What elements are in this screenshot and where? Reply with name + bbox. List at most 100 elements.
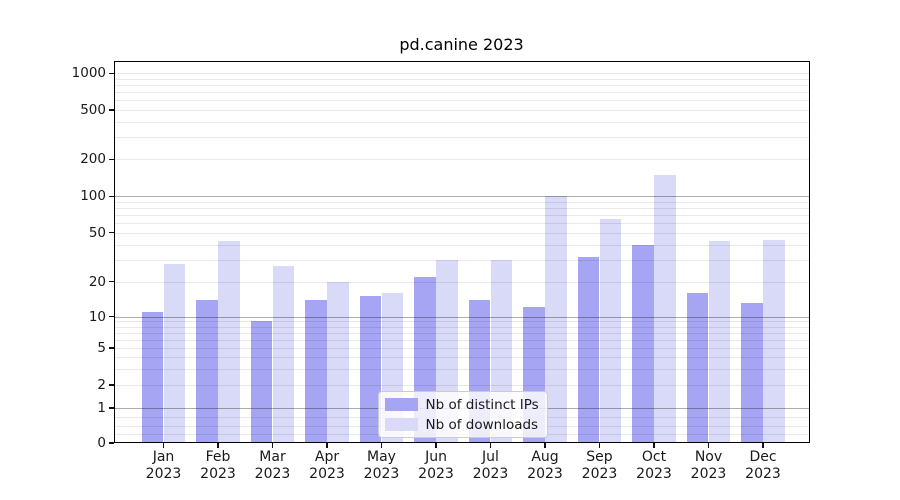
bar-distinct-ips-dec [741,303,763,443]
bar-downloads-mar [272,265,295,443]
gridline-minor [113,78,810,80]
bar-distinct-ips-mar [250,321,273,443]
x-label-year: 2023 [636,465,672,482]
x-label-year: 2023 [581,465,618,482]
x-label-year: 2023 [254,465,291,482]
gridline-minor [113,357,810,358]
gridline-minor [113,92,810,94]
gridline-minor [113,348,810,349]
x-tick-label-sep: Sep 2023 [565,449,635,482]
bar-distinct-ips-sep [577,256,600,443]
plot-area: Nb of distinct IPs Nb of downloads [113,61,810,443]
y-tick-mark [108,281,114,283]
bar-downloads-dec [763,239,785,443]
gridline-minor [113,137,810,139]
x-label-year: 2023 [690,465,727,482]
x-tick-label-jun: Jun 2023 [401,449,471,482]
x-label-month: Jan [152,449,175,465]
x-label-month: Sep [586,449,613,465]
gridline-minor [113,244,810,246]
x-tick-mark [162,443,165,448]
y-tick-mark [108,232,114,234]
gridline-minor [113,159,810,161]
bar-distinct-ips-jan [141,311,164,443]
x-label-month: Jun [425,449,447,465]
x-label-month: Jul [482,449,499,465]
x-label-month: Dec [749,449,777,465]
legend-label-distinct-ips: Nb of distinct IPs [425,396,539,413]
bar-distinct-ips-nov [686,292,709,443]
x-label-month: Aug [531,449,559,465]
x-tick-label-jan: Jan 2023 [129,449,199,482]
bar-downloads-jan [163,263,186,443]
y-tick-mark [108,347,114,349]
legend-swatch-downloads [384,418,418,431]
bar-downloads-feb [218,240,240,443]
x-tick-mark [653,443,655,448]
x-label-month: May [367,449,396,465]
x-label-year: 2023 [527,465,563,482]
y-tick-mark [108,384,114,386]
y-tick-mark [108,442,114,444]
x-label-year: 2023 [472,465,509,482]
y-tick-label-0: 0 [97,435,106,451]
y-tick-mark [108,195,114,197]
x-label-year: 2023 [309,465,345,482]
bar-distinct-ips-feb [196,299,218,443]
bar-downloads-apr [327,281,349,443]
bar-distinct-ips-apr [305,299,327,443]
x-tick-mark [544,443,546,448]
x-tick-label-apr: Apr 2023 [292,449,362,482]
gridline-minor [113,215,810,217]
x-tick-label-oct: Oct 2023 [619,449,689,482]
x-tick-label-aug: Aug 2023 [510,449,580,482]
x-tick-label-nov: Nov 2023 [674,449,744,482]
gridline-minor [113,260,810,262]
x-tick-mark [326,443,328,448]
y-tick-label-2: 2 [97,377,106,393]
x-label-year: 2023 [363,465,400,482]
legend: Nb of distinct IPs Nb of downloads [377,391,548,438]
gridline-minor [113,332,810,334]
x-tick-mark [435,443,437,448]
gridline-minor [113,368,810,370]
bar-downloads-sep [599,218,622,443]
y-tick-label-10: 10 [88,308,106,325]
x-tick-label-mar: Mar 2023 [238,449,308,482]
y-tick-label-20: 20 [88,273,106,290]
legend-label-downloads: Nb of downloads [425,416,539,433]
legend-item-distinct-ips: Nb of distinct IPs [384,396,541,413]
gridline-minor [113,208,810,210]
x-label-year: 2023 [418,465,454,482]
y-tick-label-200: 200 [80,151,106,168]
bar-distinct-ips-oct [632,244,654,443]
bar-downloads-nov [708,240,731,443]
gridline-minor [113,326,810,328]
grid-layer [113,61,810,443]
gridline-major [113,316,810,318]
y-tick-mark [108,109,114,111]
x-tick-mark [217,443,219,448]
legend-item-downloads: Nb of downloads [384,416,541,433]
gridline-minor [113,232,810,234]
x-label-year: 2023 [745,465,781,482]
gridline-minor [113,85,810,87]
y-tick-mark [108,315,114,318]
y-tick-label-1000: 1000 [71,65,106,82]
gridline-minor [113,385,810,386]
gridline-minor [113,281,810,283]
gridline-minor [113,201,810,203]
x-label-month: Nov [694,449,723,465]
x-tick-label-may: May 2023 [347,449,417,482]
x-label-year: 2023 [145,465,182,482]
gridline-minor [113,110,810,111]
bar-downloads-oct [654,174,676,443]
x-label-month: Oct [641,449,667,465]
y-tick-label-1: 1 [97,400,106,416]
gridline-minor [113,122,810,123]
x-label-year: 2023 [200,465,236,482]
bar-downloads-aug [545,196,567,443]
y-tick-label-50: 50 [88,224,106,241]
x-tick-label-jul: Jul 2023 [456,449,526,482]
